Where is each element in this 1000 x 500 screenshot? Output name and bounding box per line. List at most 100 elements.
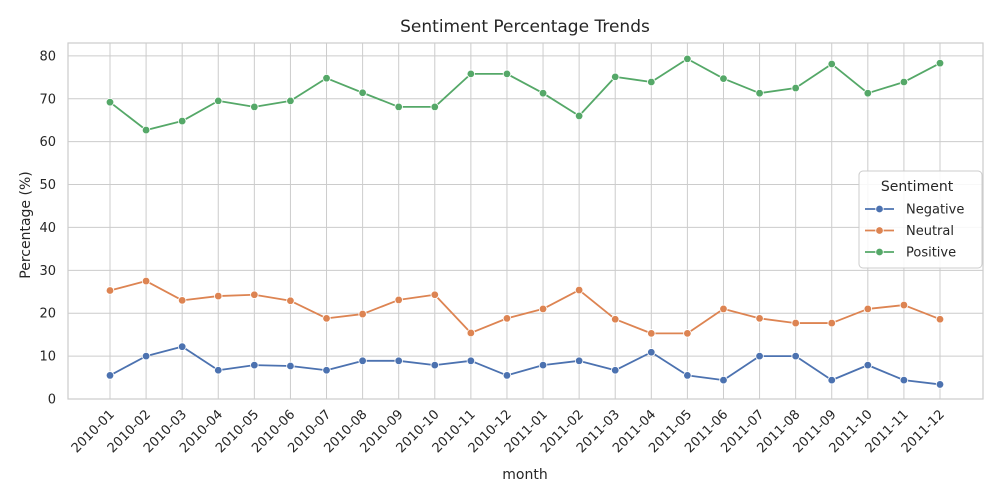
legend-label-positive: Positive [906,246,956,261]
series-line-positive [109,57,941,131]
data-point-negative [394,356,403,366]
data-point-neutral [430,290,439,299]
y-tick-label: 60 [39,135,56,150]
data-point-positive [611,72,620,82]
y-tick-labels: 0 10 20 30 40 50 60 70 80 [39,49,56,407]
data-point-positive [683,54,692,64]
series-positive [105,54,945,135]
data-point-positive [935,58,945,68]
grid-layer [68,43,983,400]
y-tick-label: 80 [39,49,56,64]
data-point-neutral [394,295,403,305]
data-point-neutral [827,318,836,328]
axes-frame [67,42,984,400]
data-point-neutral [250,290,259,299]
legend-box [858,170,983,269]
data-point-negative [141,351,151,361]
series-line-negative [109,345,941,386]
series-line-neutral [109,280,941,335]
data-point-negative [611,366,620,375]
data-point-positive [755,88,764,98]
data-point-positive [105,97,115,107]
series-neutral [105,276,945,338]
y-tick-label: 50 [39,178,56,193]
data-point-positive [574,111,584,121]
legend-label-negative: Negative [906,203,964,218]
data-point-positive [286,96,295,106]
data-point-neutral [322,314,331,323]
data-point-negative [719,375,728,385]
data-point-neutral [286,296,295,305]
data-point-neutral [755,314,764,323]
y-tick-label: 40 [39,221,56,236]
data-point-neutral [466,328,476,338]
data-point-negative [827,375,836,385]
y-axis-label: Percentage (%) [18,171,34,278]
data-point-negative [430,360,439,370]
data-point-negative [286,361,295,371]
data-point-neutral [141,276,151,286]
data-point-positive [430,102,439,112]
data-point-neutral [791,318,800,328]
data-point-neutral [502,314,512,323]
chart-title: Sentiment Percentage Trends [400,17,650,37]
data-point-neutral [647,329,656,338]
data-point-positive [322,73,331,83]
data-point-neutral [214,291,223,301]
data-point-positive [394,102,403,112]
data-point-negative [358,356,367,366]
data-point-neutral [611,315,620,324]
y-tick-label: 20 [39,307,56,322]
data-point-positive [647,77,656,87]
legend-items: Negative Neutral Positive [865,203,964,261]
data-point-positive [358,88,367,97]
legend: Sentiment Negative Neutral Positive [858,170,983,269]
data-point-negative [214,366,223,375]
data-point-negative [574,356,584,366]
data-point-negative [935,380,945,389]
data-point-negative [683,371,692,380]
data-point-neutral [105,286,115,295]
data-point-neutral [683,329,692,338]
legend-marker-positive [875,247,884,257]
axes-spines [67,42,984,400]
legend-marker-negative [875,204,884,214]
data-point-negative [863,360,873,370]
data-point-negative [322,366,331,375]
legend-marker-neutral [875,226,884,235]
series-negative [105,342,945,389]
data-point-neutral [719,304,728,314]
data-point-neutral [538,304,548,314]
data-point-negative [466,356,476,366]
data-point-negative [755,351,764,361]
data-point-negative [502,371,512,380]
y-tick-label: 70 [39,92,56,107]
legend-title: Sentiment [881,179,954,195]
y-tick-label: 0 [48,393,56,408]
x-tick-labels: 2010-012010-022010-032010-042010-052010-… [69,407,948,456]
data-point-neutral [177,296,187,305]
data-point-positive [141,125,151,135]
legend-label-neutral: Neutral [906,224,954,239]
data-point-positive [466,69,476,79]
y-tick-label: 30 [39,264,56,279]
series-layer [105,54,945,389]
y-tick-label: 10 [39,350,56,365]
data-point-positive [250,102,259,112]
data-point-positive [719,74,728,83]
data-point-negative [647,348,656,357]
data-point-negative [105,371,115,380]
data-point-positive [214,96,223,106]
data-point-positive [538,88,548,98]
data-point-negative [250,360,259,370]
data-point-neutral [358,309,367,319]
data-point-positive [791,83,800,93]
data-point-positive [177,116,187,126]
data-point-positive [899,77,909,87]
data-point-positive [827,59,836,69]
data-point-positive [863,88,873,98]
data-point-neutral [574,285,584,295]
data-point-negative [538,360,548,370]
data-point-negative [791,351,800,361]
